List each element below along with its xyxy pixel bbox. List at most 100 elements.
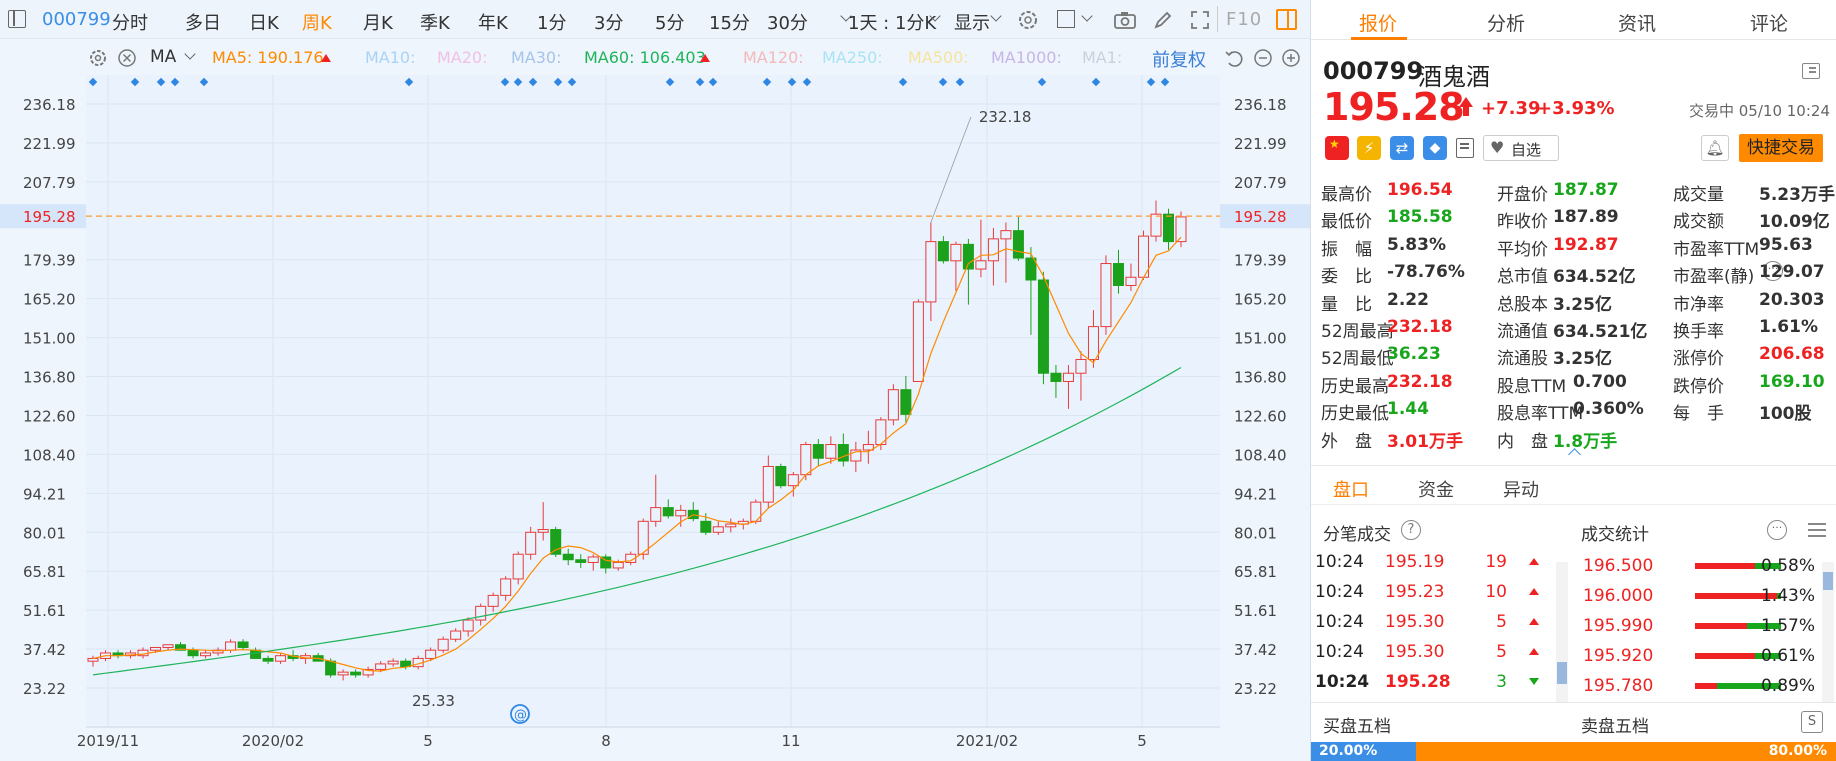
candle-down[interactable]	[937, 241, 949, 262]
period-10[interactable]: 15分	[709, 13, 750, 34]
subtab-anomaly[interactable]: 异动	[1503, 480, 1539, 501]
candle-up[interactable]	[225, 641, 237, 651]
candle-up[interactable]	[800, 444, 812, 476]
candle-up[interactable]	[925, 241, 937, 303]
period-7[interactable]: 1分	[537, 13, 567, 34]
fullscreen-icon[interactable]	[1189, 9, 1211, 31]
period-3[interactable]: 周K	[302, 13, 332, 34]
display-menu[interactable]: 显示	[954, 13, 990, 34]
candle-down[interactable]	[962, 243, 974, 270]
tab-analysis[interactable]: 分析	[1487, 13, 1526, 35]
period-6[interactable]: 年K	[478, 13, 508, 34]
pencil-icon[interactable]	[1152, 9, 1174, 31]
candle-down[interactable]	[1112, 263, 1124, 286]
candle-down[interactable]	[1037, 279, 1049, 374]
candle-down[interactable]	[550, 529, 562, 555]
candle-up[interactable]	[275, 655, 287, 662]
candle-up[interactable]	[150, 646, 162, 651]
period-2[interactable]: 日K	[249, 13, 279, 34]
candle-up[interactable]	[987, 238, 999, 262]
indicator-select[interactable]: MA	[150, 47, 177, 67]
checkbox-chevron-icon[interactable]	[1081, 10, 1093, 22]
more-icon[interactable]: ···	[1763, 261, 1783, 281]
tab-news[interactable]: 资讯	[1618, 13, 1657, 35]
list-icon[interactable]	[1808, 522, 1826, 538]
candle-up[interactable]	[487, 594, 499, 607]
favorite-button[interactable]: ♥ 自选	[1483, 135, 1559, 161]
tab-quote[interactable]: 报价	[1359, 13, 1398, 35]
candle-up[interactable]	[712, 526, 724, 533]
candle-up[interactable]	[200, 652, 212, 657]
candle-up[interactable]	[362, 668, 374, 676]
sidebar-toggle-icon[interactable]	[8, 10, 26, 28]
settings-icon[interactable]	[88, 48, 108, 68]
candle-down[interactable]	[600, 556, 612, 569]
candle-up[interactable]	[862, 444, 874, 451]
ticks-scrollbar[interactable]	[1556, 562, 1568, 702]
subtab-orderbook[interactable]: 盘口	[1333, 480, 1369, 501]
candle-up[interactable]	[437, 638, 449, 651]
subtab-capital[interactable]: 资金	[1418, 480, 1454, 501]
candle-up[interactable]	[512, 553, 524, 580]
period-1[interactable]: 多日	[185, 13, 221, 34]
candle-down[interactable]	[350, 671, 362, 676]
note-icon[interactable]	[1456, 138, 1474, 158]
candle-up[interactable]	[375, 663, 387, 670]
candle-up[interactable]	[1175, 216, 1187, 243]
candle-down[interactable]	[812, 444, 824, 459]
adjust-select[interactable]: 前复权	[1152, 50, 1206, 71]
zoom-out-icon[interactable]	[1253, 48, 1273, 68]
candle-up[interactable]	[387, 660, 399, 665]
at-badge-icon[interactable]: @	[510, 704, 530, 724]
candle-down[interactable]	[575, 559, 587, 563]
candle-down[interactable]	[237, 641, 249, 648]
candle-up[interactable]	[725, 523, 737, 528]
candle-down[interactable]	[775, 465, 787, 487]
zoom-in-icon[interactable]	[1281, 48, 1301, 68]
checkbox-icon[interactable]	[1057, 10, 1075, 28]
candle-up[interactable]	[537, 529, 549, 533]
lightning-icon[interactable]: ⚡	[1357, 136, 1381, 160]
candle-down[interactable]	[175, 644, 187, 651]
help-icon[interactable]: ?	[1401, 520, 1421, 540]
candle-up[interactable]	[675, 509, 687, 517]
shuffle-icon[interactable]: ⇄	[1390, 136, 1414, 160]
undo-icon[interactable]	[1224, 48, 1244, 68]
period-0[interactable]: 分时	[112, 13, 148, 34]
candle-down[interactable]	[1050, 372, 1062, 382]
period-4[interactable]: 月K	[363, 13, 393, 34]
candle-up[interactable]	[912, 301, 924, 382]
candle-down[interactable]	[1162, 213, 1174, 243]
collapse-icon[interactable]	[1802, 63, 1820, 79]
gear-icon[interactable]	[1017, 9, 1039, 31]
alert-bell-icon[interactable]: 🔔︎	[1701, 135, 1729, 161]
candle-down[interactable]	[562, 553, 574, 561]
candle-up[interactable]	[975, 260, 987, 270]
camera-icon[interactable]	[1113, 9, 1137, 31]
kline-svg[interactable]: 236.18 236.18 221.99 221.99 207.79 207.79 179.…	[0, 75, 1310, 761]
close-icon[interactable]	[117, 48, 137, 68]
range-selector[interactable]: 1天 : 1分K	[848, 13, 937, 34]
candle-down[interactable]	[837, 444, 849, 462]
candle-up[interactable]	[1062, 372, 1074, 382]
candle-up[interactable]	[425, 649, 437, 659]
candle-up[interactable]	[1125, 276, 1137, 286]
candle-up[interactable]	[450, 630, 462, 640]
period-11[interactable]: 30分	[767, 13, 808, 34]
period-9[interactable]: 5分	[655, 13, 685, 34]
candle-down[interactable]	[1012, 230, 1024, 259]
candle-up[interactable]	[587, 556, 599, 563]
candle-up[interactable]	[1100, 263, 1112, 328]
quick-trade-button[interactable]: 快捷交易	[1739, 134, 1823, 162]
candle-up[interactable]	[462, 619, 474, 632]
candle-up[interactable]	[887, 389, 899, 421]
candle-up[interactable]	[825, 444, 837, 459]
stats-scrollbar[interactable]	[1822, 562, 1834, 702]
indicator-chevron-icon[interactable]	[184, 48, 196, 60]
f10-button[interactable]: F10	[1226, 9, 1263, 30]
candle-down[interactable]	[262, 657, 274, 662]
candle-down[interactable]	[187, 649, 199, 657]
candle-up[interactable]	[1150, 213, 1162, 237]
candle-up[interactable]	[950, 243, 962, 262]
period-5[interactable]: 季K	[420, 13, 450, 34]
